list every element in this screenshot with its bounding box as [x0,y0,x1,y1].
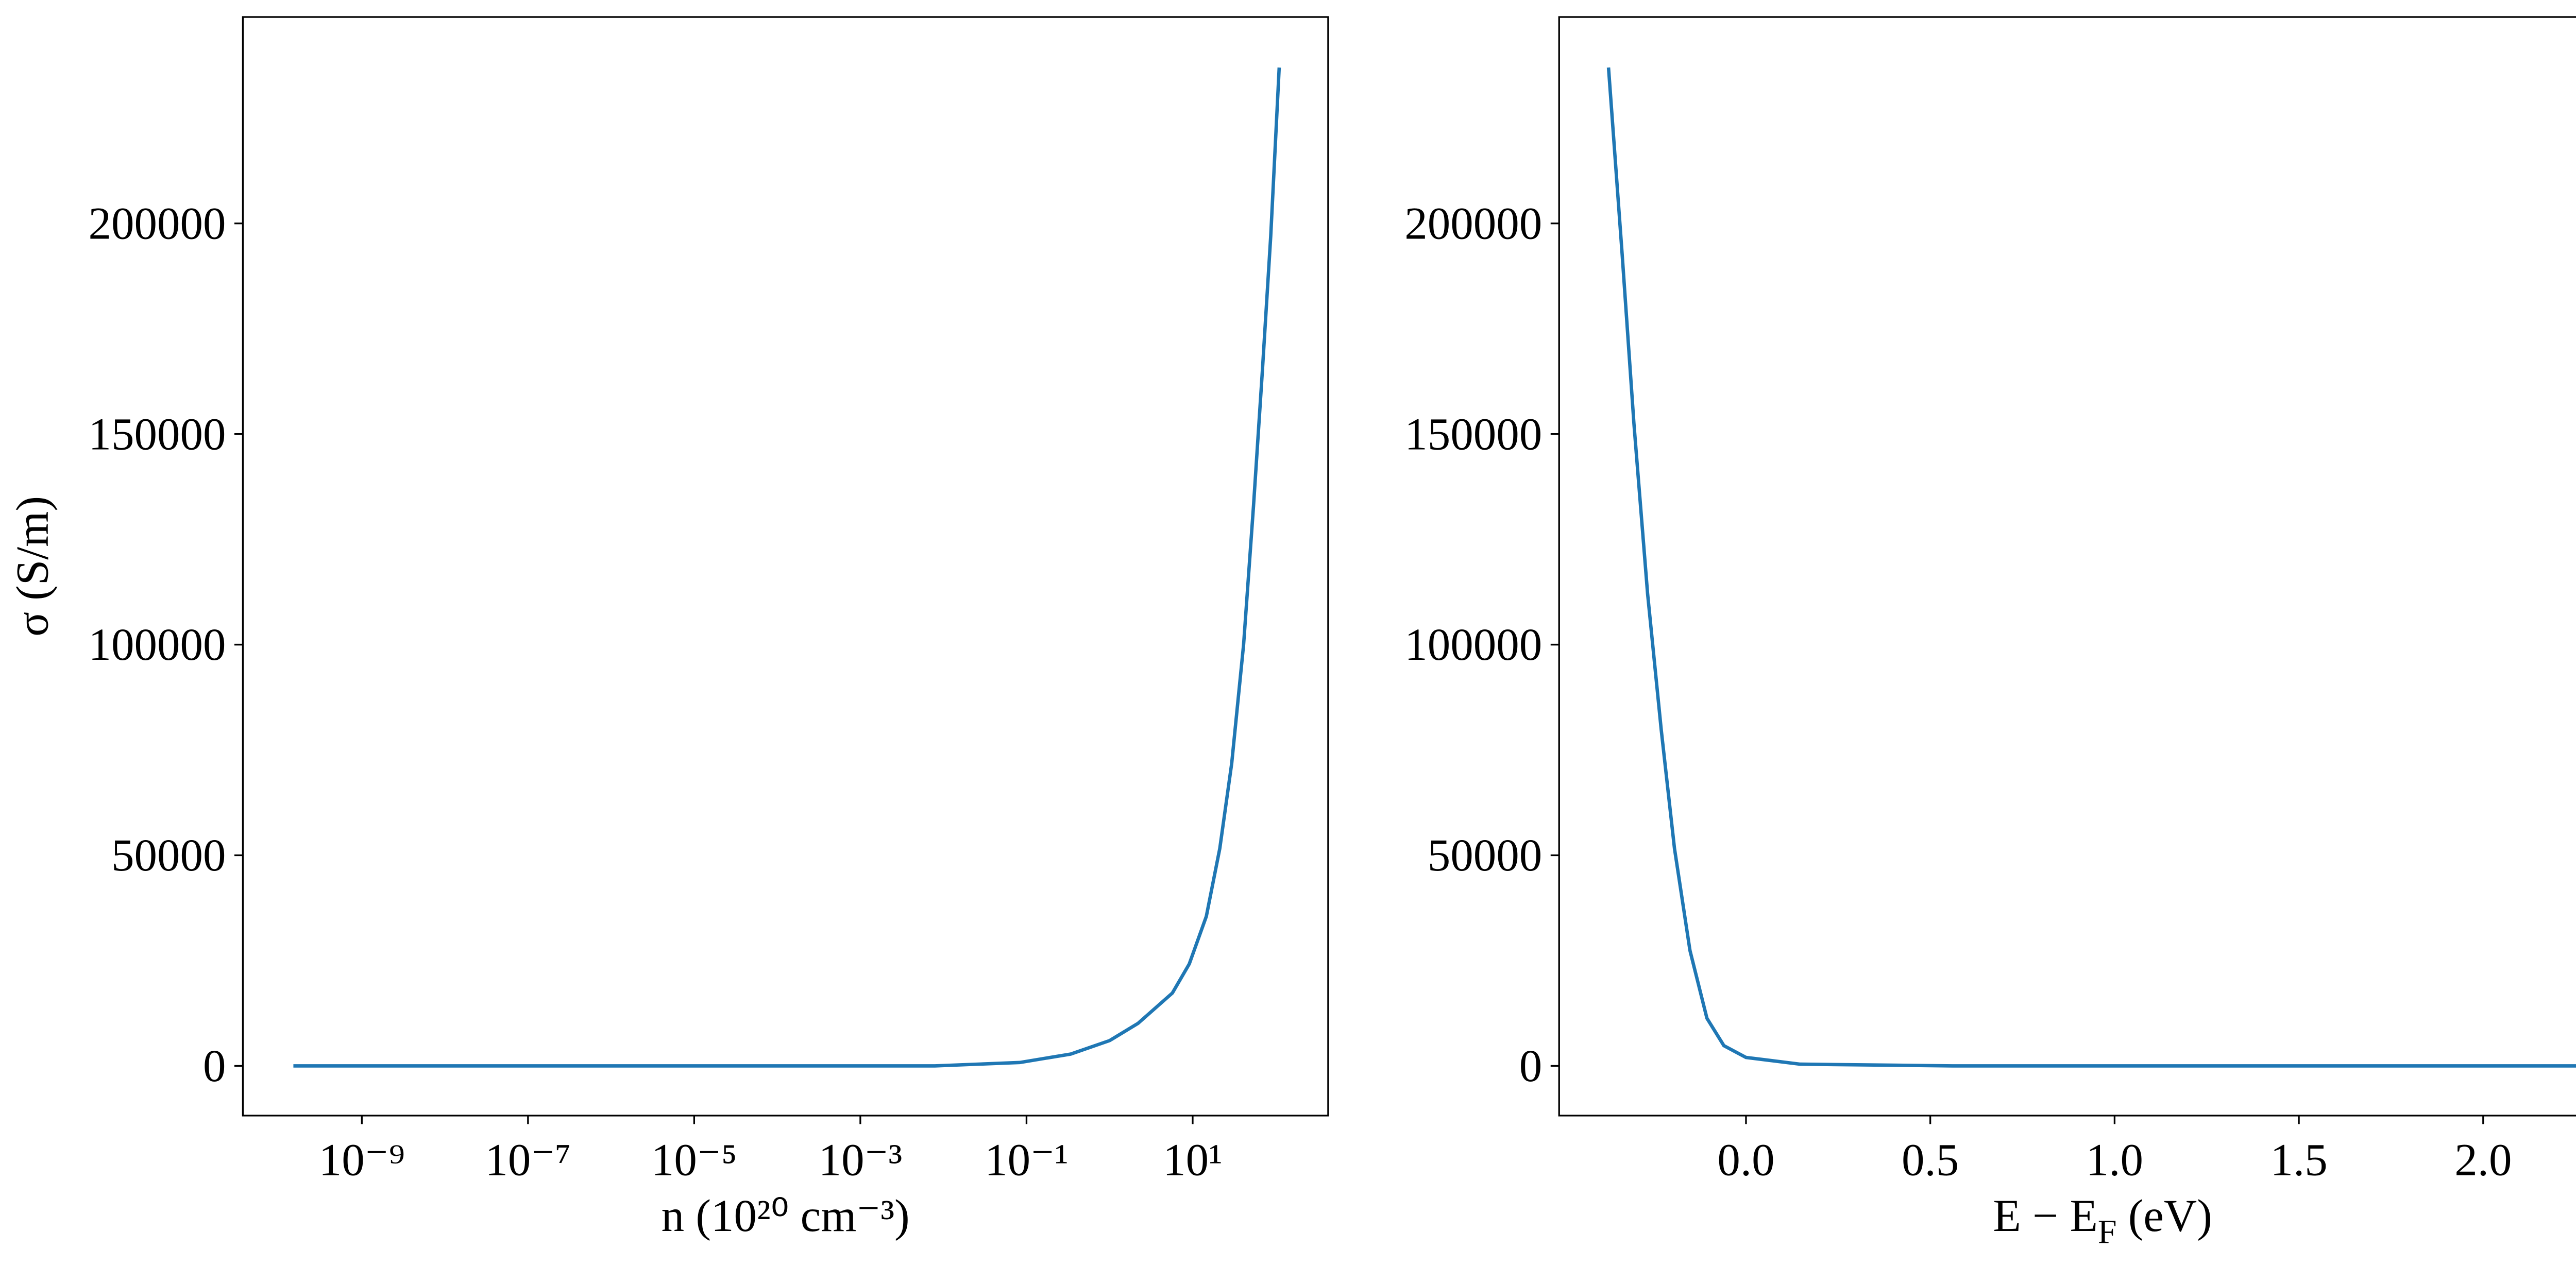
y-tick-label: 150000 [88,409,226,459]
plot-frame [1558,16,2576,1117]
y-tick-label: 50000 [111,830,226,881]
x-axis-label: n (10²⁰ cm⁻³) [662,1191,910,1241]
y-axis-label: σ (S/m) [7,496,58,637]
x-axis-label-suffix: (eV) [2117,1191,2212,1241]
x-axis-label-subscript: F [2098,1213,2117,1251]
y-tick-label: 200000 [88,198,226,249]
x-tick-label: 10⁻³ [819,1135,903,1185]
x-tick-label: 0.5 [1902,1135,1959,1185]
y-tick-label: 0 [203,1041,226,1091]
x-axis-label: E − EF (eV) [1993,1191,2212,1251]
plot-frame [242,16,1329,1117]
x-tick-label: 1.0 [2086,1135,2143,1185]
data-line [293,67,1281,1068]
x-tick-label: 2.0 [2454,1135,2512,1185]
x-tick-label: 1.5 [2270,1135,2327,1185]
x-tick-label: 10⁻⁵ [651,1135,737,1185]
y-tick-label: 50000 [1428,830,1543,881]
y-tick-label: 100000 [1404,620,1542,670]
x-axis-label-text: E − E [1993,1191,2097,1241]
y-tick-label: 200000 [1404,198,1542,249]
x-tick-label: 10⁻⁷ [485,1135,571,1185]
y-tick-label: 0 [1519,1041,1543,1091]
y-tick-label: 150000 [1404,409,1542,459]
x-tick-label: 10⁻¹ [985,1135,1069,1185]
x-tick-label: 10¹ [1163,1135,1223,1185]
x-axis-label-text: n (10²⁰ cm⁻³) [662,1191,910,1241]
data-line [1606,67,2576,1068]
y-tick-label: 100000 [88,620,226,670]
x-tick-label: 0.0 [1717,1135,1774,1185]
x-tick-label: 10⁻⁹ [319,1135,405,1185]
